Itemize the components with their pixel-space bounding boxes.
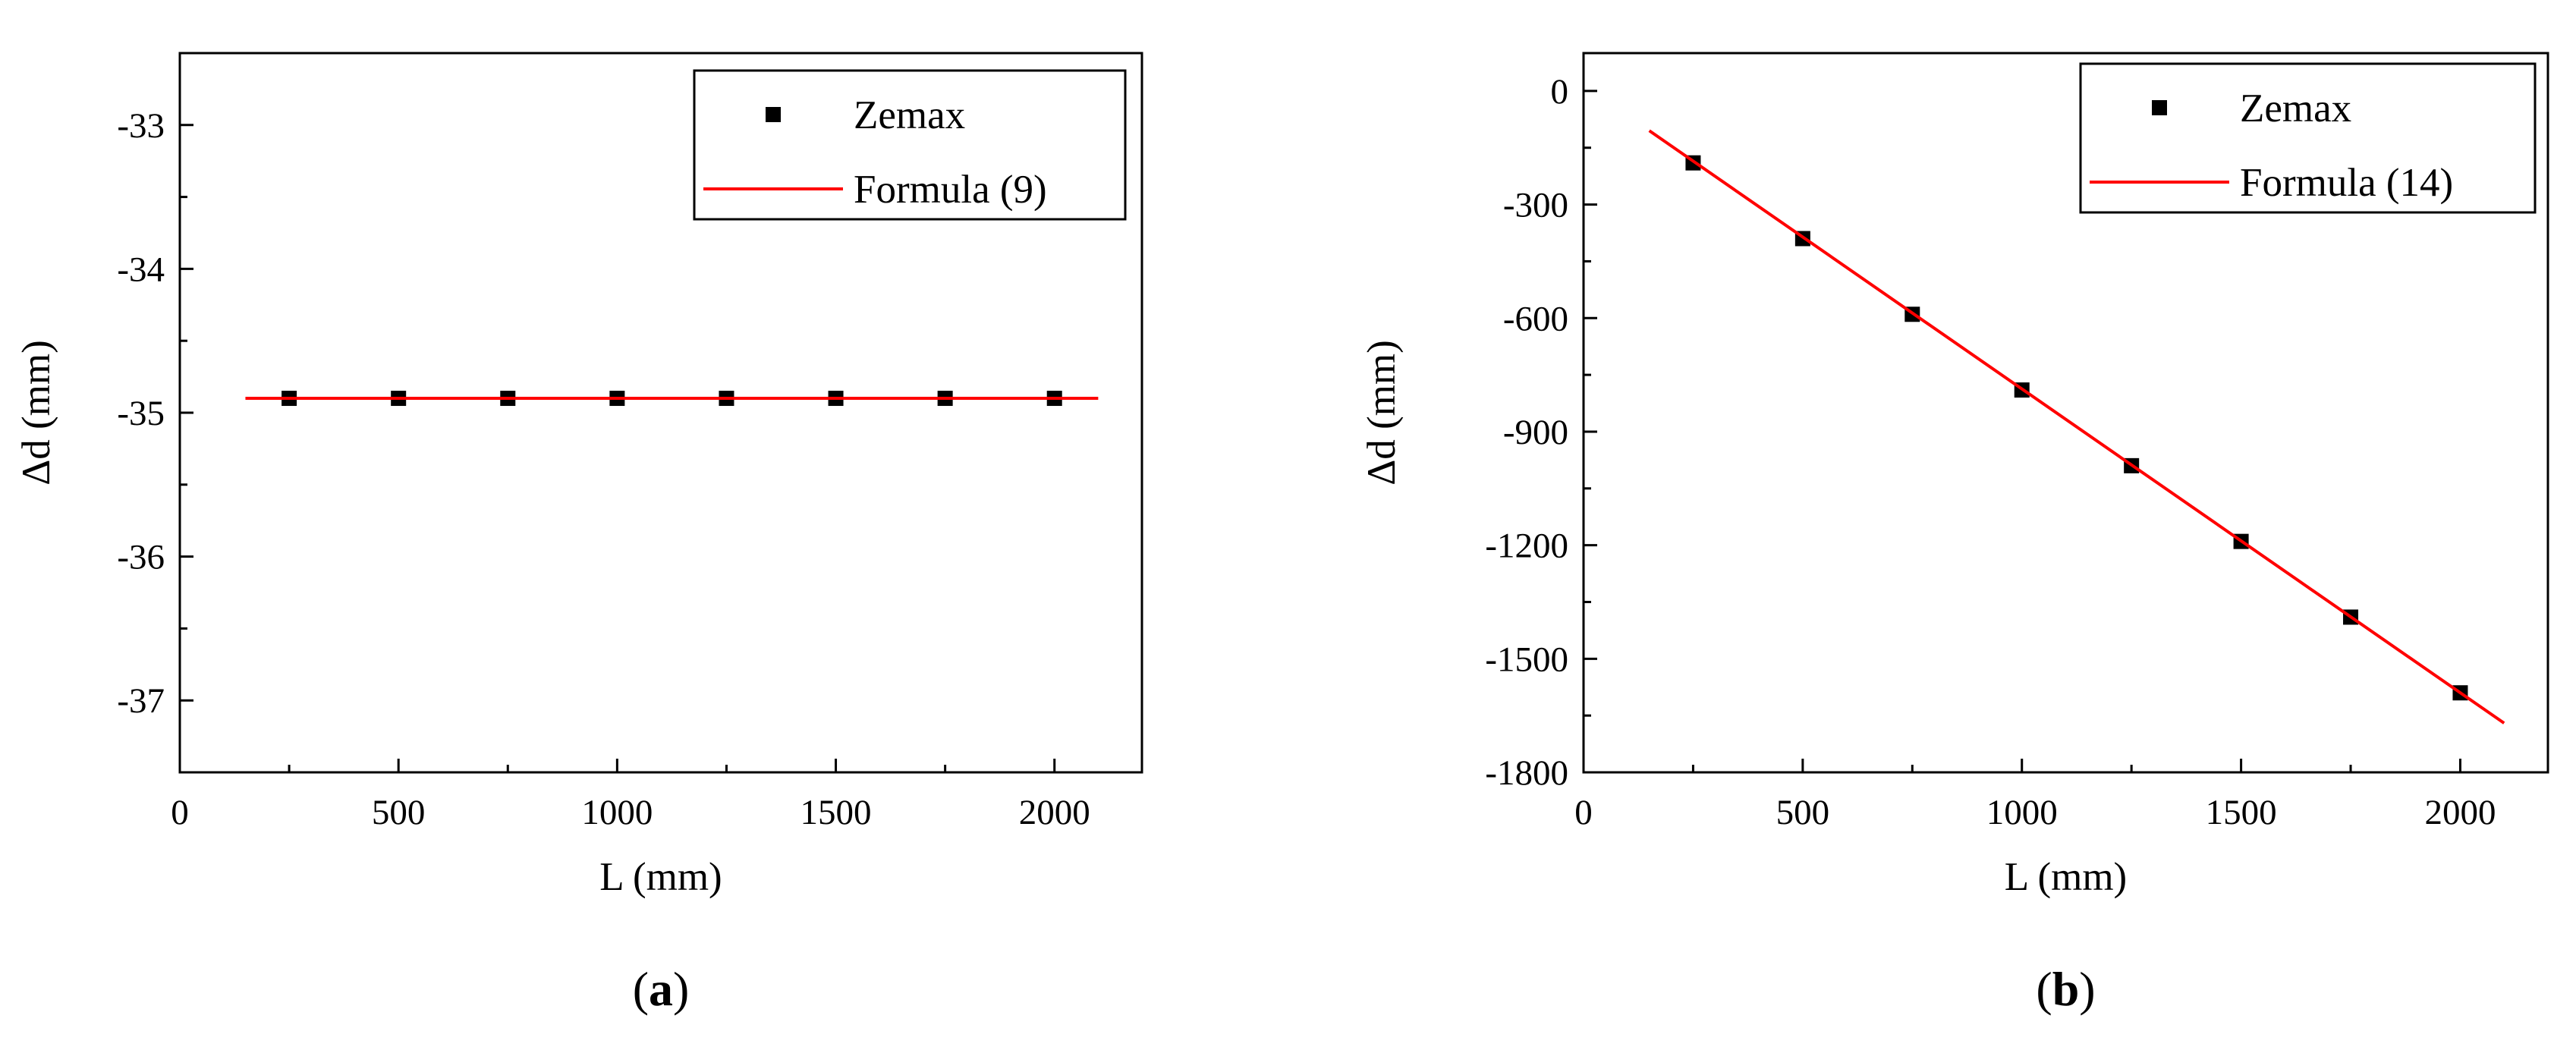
y-tick-label: -600 bbox=[1503, 299, 1568, 338]
legend-label: Formula (14) bbox=[2240, 161, 2453, 205]
x-axis-title: L (mm) bbox=[599, 855, 722, 899]
x-tick-label: 0 bbox=[1574, 793, 1593, 832]
y-tick-label: -36 bbox=[117, 538, 165, 577]
panel-label: (a) bbox=[633, 962, 690, 1016]
legend-box bbox=[693, 69, 1127, 221]
plot-frame bbox=[1582, 52, 2549, 774]
x-axis-title: L (mm) bbox=[2005, 855, 2127, 899]
x-tick-label: 0 bbox=[171, 793, 189, 832]
x-tick-label: 1000 bbox=[1986, 793, 2058, 832]
x-tick-label: 1500 bbox=[800, 793, 872, 832]
x-tick-label: 2000 bbox=[1019, 793, 1090, 832]
legend-label: Zemax bbox=[2240, 86, 2351, 130]
y-axis-title: Δd (mm) bbox=[14, 340, 58, 486]
x-tick-label: 1000 bbox=[581, 793, 653, 832]
y-tick-label: 0 bbox=[1551, 72, 1569, 112]
y-axis-title: Δd (mm) bbox=[1360, 340, 1404, 486]
panel-label-paren: ( bbox=[2036, 962, 2052, 1016]
legend-marker-symbol bbox=[766, 107, 781, 122]
legend-label: Formula (9) bbox=[854, 168, 1047, 212]
x-tick-label: 2000 bbox=[2424, 793, 2496, 832]
y-tick-label: -34 bbox=[117, 250, 165, 289]
series-line-formula bbox=[1648, 129, 2505, 725]
legend-box bbox=[2079, 62, 2537, 214]
y-tick-label: -33 bbox=[117, 106, 165, 146]
panel-a: 0 500 1000 1500 2000 -37 -36 -35 -34 -33 L (mm) Δd … bbox=[14, 52, 1143, 1016]
y-tick-label: -900 bbox=[1503, 413, 1568, 452]
legend-marker-symbol bbox=[2152, 100, 2167, 115]
x-tick-label: 500 bbox=[372, 793, 426, 832]
legend-label: Zemax bbox=[854, 93, 965, 137]
y-tick-label: -37 bbox=[117, 681, 165, 721]
x-tick-label: 1500 bbox=[2206, 793, 2277, 832]
y-tick-label: -1200 bbox=[1485, 527, 1568, 566]
x-tick-label: 500 bbox=[1776, 793, 1830, 832]
panel-label-paren: ) bbox=[673, 962, 689, 1016]
panel-label-paren: ) bbox=[2079, 962, 2095, 1016]
panel-label: (b) bbox=[2036, 962, 2095, 1016]
panel-label-letter: b bbox=[2052, 962, 2080, 1016]
y-tick-label: -35 bbox=[117, 394, 165, 433]
y-tick-label: -1800 bbox=[1485, 753, 1568, 793]
panel-label-letter: a bbox=[649, 962, 673, 1016]
y-tick-label: -1500 bbox=[1485, 640, 1568, 679]
panel-label-paren: ( bbox=[633, 962, 649, 1016]
panel-b: 0 500 1000 1500 2000 0 -300 -600 -900 -1200 -1500 -… bbox=[1360, 52, 2549, 1016]
y-tick-label: -300 bbox=[1503, 186, 1568, 225]
